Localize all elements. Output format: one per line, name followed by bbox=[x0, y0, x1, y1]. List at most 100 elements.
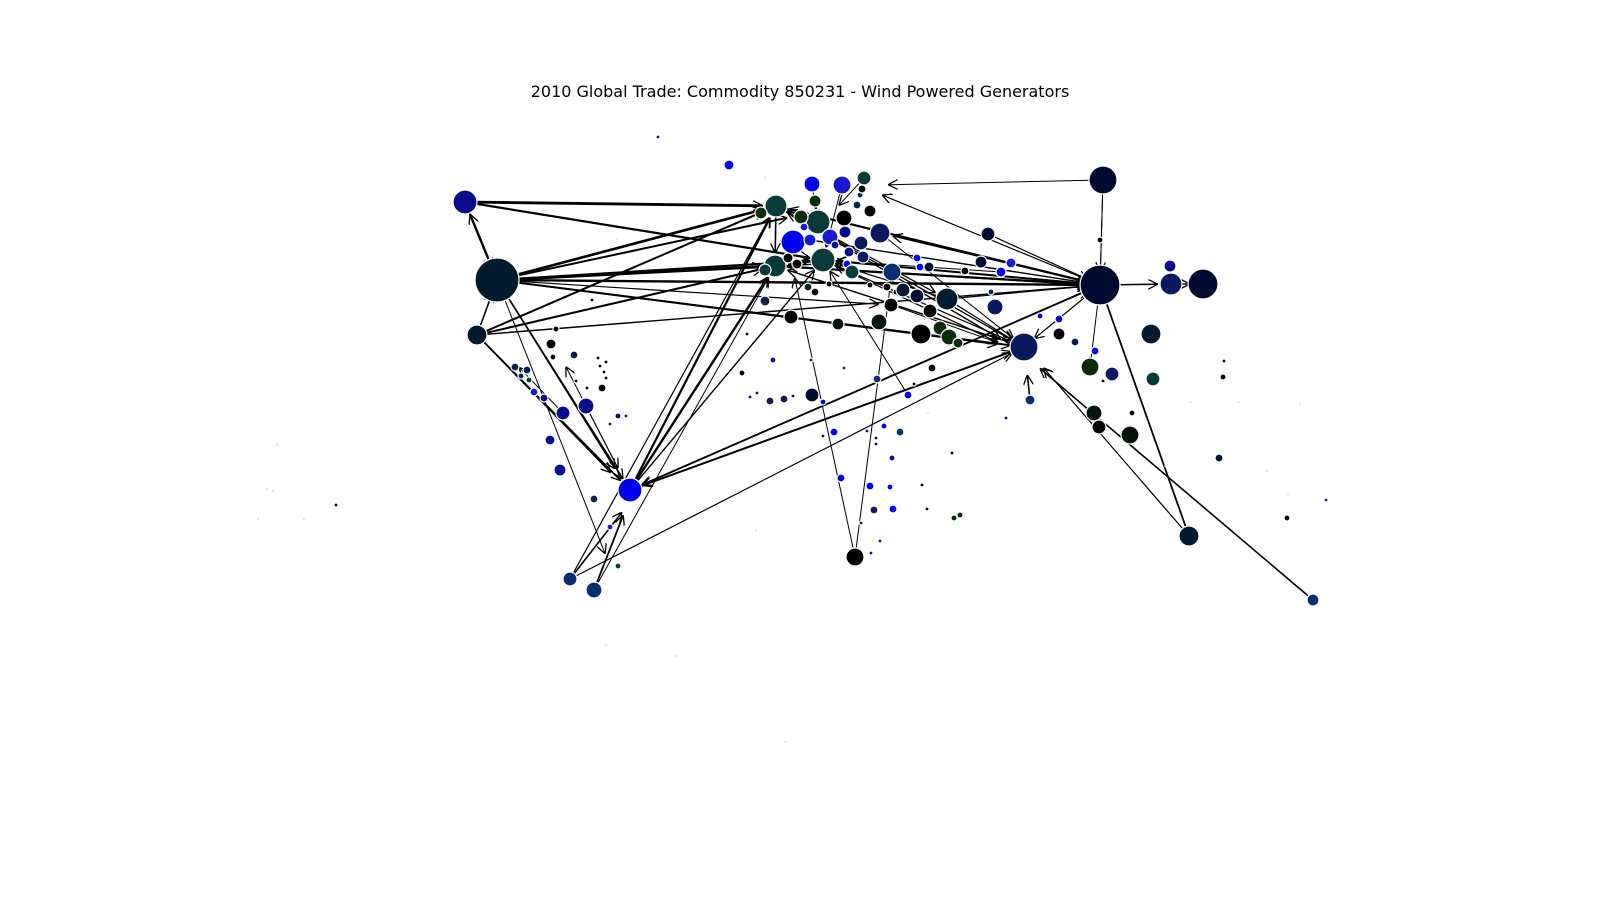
country-node bbox=[302, 517, 306, 521]
country-node bbox=[674, 654, 678, 658]
country-node bbox=[256, 517, 260, 521]
country-node bbox=[1085, 404, 1103, 422]
country-node bbox=[986, 298, 1004, 316]
country-node bbox=[606, 523, 614, 531]
country-node bbox=[1237, 400, 1241, 404]
country-node bbox=[545, 338, 557, 350]
trade-flow-edge bbox=[1099, 284, 1190, 537]
country-node bbox=[835, 209, 853, 227]
country-node bbox=[949, 450, 955, 456]
country-node bbox=[271, 489, 275, 493]
country-node bbox=[577, 397, 595, 415]
country-node bbox=[856, 170, 872, 186]
trade-flow-edge bbox=[585, 405, 618, 468]
country-node bbox=[765, 396, 775, 406]
country-node bbox=[562, 571, 578, 587]
country-node bbox=[956, 511, 964, 519]
country-node bbox=[864, 428, 870, 434]
country-node bbox=[747, 394, 753, 400]
country-node bbox=[466, 324, 488, 346]
trade-flow-edge bbox=[496, 218, 786, 281]
country-node bbox=[857, 184, 867, 194]
country-node bbox=[779, 394, 789, 404]
country-node bbox=[1054, 314, 1064, 324]
chart-title: 2010 Global Trade: Commodity 850231 - Wi… bbox=[530, 82, 1070, 101]
country-node bbox=[858, 520, 864, 526]
country-node bbox=[838, 225, 852, 239]
trade-flow-edge bbox=[830, 272, 909, 396]
country-node bbox=[866, 281, 874, 289]
country-node bbox=[987, 288, 995, 296]
country-node bbox=[723, 159, 735, 171]
trade-flow-edge bbox=[464, 200, 809, 258]
country-node bbox=[825, 280, 833, 288]
country-node bbox=[623, 413, 629, 419]
country-node bbox=[843, 246, 855, 258]
country-node bbox=[1100, 378, 1106, 384]
country-node bbox=[909, 288, 925, 304]
country-node bbox=[1009, 332, 1039, 362]
country-node bbox=[870, 313, 888, 331]
country-node bbox=[995, 266, 1007, 278]
trade-flow-edge bbox=[496, 278, 1086, 285]
country-node bbox=[808, 194, 822, 208]
country-node bbox=[783, 309, 799, 325]
country-node bbox=[873, 435, 879, 441]
trade-flow-edge bbox=[1041, 369, 1314, 601]
country-node bbox=[544, 434, 556, 446]
country-node bbox=[911, 381, 917, 387]
country-node bbox=[265, 487, 269, 491]
country-node bbox=[553, 463, 567, 477]
country-node bbox=[882, 282, 892, 292]
trade-flow-edge bbox=[496, 279, 615, 468]
country-node bbox=[803, 175, 821, 193]
country-node bbox=[1163, 259, 1177, 273]
trade-flow-edge bbox=[476, 212, 763, 336]
country-node bbox=[810, 247, 836, 273]
country-node bbox=[865, 481, 875, 491]
country-node bbox=[853, 235, 869, 251]
country-node bbox=[1140, 323, 1162, 345]
trade-flow-edge bbox=[496, 279, 878, 304]
country-node bbox=[333, 502, 339, 508]
country-node bbox=[573, 378, 579, 384]
trade-flow-edge bbox=[629, 291, 1087, 491]
trade-flow-edge bbox=[795, 279, 856, 558]
country-node bbox=[880, 422, 888, 430]
country-node bbox=[1219, 373, 1227, 381]
country-node bbox=[754, 206, 768, 220]
country-node bbox=[1096, 236, 1104, 244]
country-node bbox=[952, 337, 964, 349]
trade-flow-edge bbox=[1044, 369, 1190, 537]
country-node bbox=[903, 390, 913, 400]
country-node bbox=[758, 263, 772, 277]
country-node bbox=[950, 514, 958, 522]
country-node bbox=[841, 365, 847, 371]
country-node bbox=[924, 506, 930, 512]
country-node bbox=[1189, 400, 1193, 404]
trade-flow-edge bbox=[822, 259, 1086, 284]
country-node bbox=[569, 350, 579, 360]
country-node bbox=[780, 229, 806, 255]
country-node bbox=[1128, 409, 1136, 417]
country-node bbox=[597, 383, 607, 393]
trade-flow-edge bbox=[593, 278, 768, 591]
country-node bbox=[883, 297, 899, 313]
country-node bbox=[856, 250, 870, 264]
country-node bbox=[769, 356, 777, 364]
country-node bbox=[763, 176, 767, 180]
country-node bbox=[555, 405, 571, 421]
country-node bbox=[1265, 469, 1269, 473]
country-node bbox=[819, 398, 827, 406]
country-node bbox=[782, 252, 794, 264]
country-node bbox=[926, 411, 930, 415]
country-node bbox=[791, 258, 803, 270]
country-node bbox=[1306, 593, 1320, 607]
country-node bbox=[1104, 366, 1120, 382]
country-node bbox=[754, 390, 760, 396]
country-node bbox=[1024, 394, 1036, 406]
country-node bbox=[1070, 337, 1080, 347]
country-node bbox=[604, 643, 608, 647]
trade-flow-edge bbox=[496, 279, 605, 553]
